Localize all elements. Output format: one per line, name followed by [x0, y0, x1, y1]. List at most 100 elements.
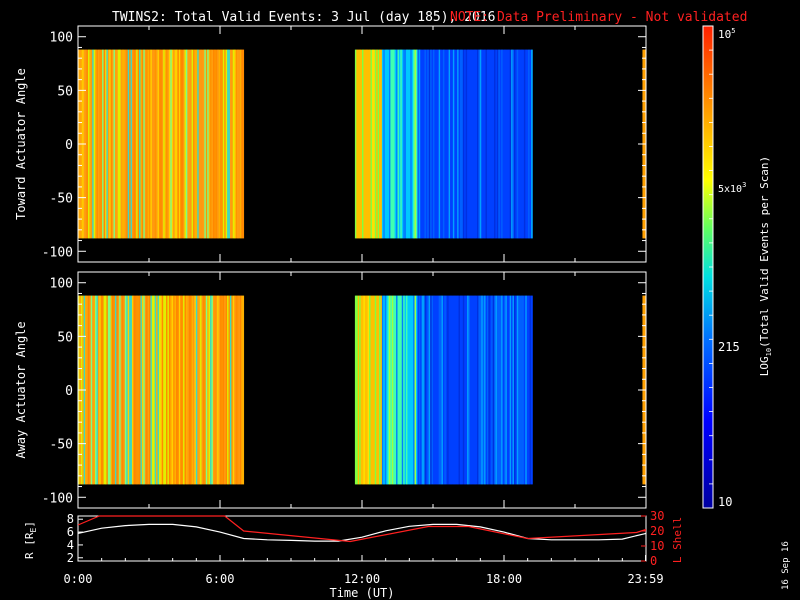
heatmap-column	[144, 295, 147, 485]
heatmap-column	[509, 49, 512, 239]
heatmap-column	[525, 49, 528, 239]
heatmap-column	[220, 295, 222, 485]
heatmap-column	[406, 295, 408, 485]
heatmap-column	[175, 295, 178, 485]
heatmap-column	[367, 49, 370, 239]
heatmap-column	[513, 49, 516, 239]
lshell-tick-label: 30	[650, 509, 664, 523]
heatmap-column	[474, 49, 476, 239]
heatmap-column	[150, 295, 153, 485]
heatmap-column	[195, 49, 198, 239]
heatmap-column	[403, 49, 405, 239]
heatmap-column	[387, 295, 390, 485]
heatmap-column	[499, 49, 502, 239]
heatmap-column	[210, 49, 212, 239]
heatmap-column	[178, 49, 181, 239]
heatmap-column	[217, 295, 219, 485]
heatmap-column	[501, 295, 503, 485]
heatmap-column	[411, 295, 414, 485]
lshell-series-line	[77, 515, 647, 543]
heatmap-column	[134, 295, 137, 485]
heatmap-column	[442, 295, 445, 485]
heatmap-column	[428, 49, 431, 239]
heatmap-column	[123, 295, 126, 485]
heatmap-column	[147, 49, 150, 239]
heatmap-column	[502, 295, 505, 485]
heatmap-column	[465, 49, 468, 239]
heatmap-column	[417, 295, 420, 485]
heatmap-column	[423, 295, 425, 485]
heatmap-column	[410, 49, 413, 239]
heatmap-column	[360, 49, 363, 239]
heatmap-column	[505, 49, 508, 239]
heatmap-column	[508, 49, 511, 239]
heatmap-column	[459, 49, 462, 239]
heatmap-column	[364, 49, 367, 239]
heatmap-column	[462, 295, 465, 485]
heatmap-column	[516, 49, 519, 239]
y-tick-label: -50	[50, 438, 73, 453]
heatmap-column	[464, 49, 467, 239]
heatmap-column	[167, 49, 170, 239]
colorbar-tick-215: 215	[718, 340, 740, 354]
heatmap-column	[397, 295, 400, 485]
heatmap-column	[129, 295, 131, 485]
heatmap-column	[420, 49, 423, 239]
heatmap-column	[448, 49, 451, 239]
heatmap-column	[158, 295, 161, 485]
heatmap-column	[525, 295, 528, 485]
heatmap-column	[505, 295, 508, 485]
heatmap-column	[425, 49, 428, 239]
heatmap-column	[174, 295, 177, 485]
heatmap-column	[467, 295, 469, 485]
lshell-tick-label: 20	[650, 524, 664, 538]
heatmap-column	[237, 49, 239, 239]
heatmap-column	[512, 295, 515, 485]
heatmap-column	[371, 295, 374, 485]
heatmap-column	[424, 295, 427, 485]
heatmap-column	[528, 295, 530, 485]
heatmap-column	[191, 295, 194, 485]
heatmap-column	[157, 49, 160, 239]
r-tick-label: 8	[67, 512, 74, 526]
heatmap-column	[406, 49, 408, 239]
heatmap-column	[109, 49, 112, 239]
heatmap-column	[215, 295, 218, 485]
heatmap-column	[103, 49, 106, 239]
heatmap-column	[89, 295, 92, 485]
heatmap-column	[120, 49, 123, 239]
heatmap-column	[87, 49, 90, 239]
heatmap-column	[85, 295, 87, 485]
heatmap-column	[435, 295, 438, 485]
heatmap-column	[461, 295, 464, 485]
heatmap-column	[413, 295, 415, 485]
heatmap-column	[511, 49, 513, 239]
heatmap-column	[214, 295, 217, 485]
heatmap-column	[442, 49, 445, 239]
heatmap-column	[103, 295, 106, 485]
time-tick-label: 12:00	[344, 572, 380, 586]
heatmap-column	[384, 49, 387, 239]
heatmap-column	[238, 295, 241, 485]
heatmap-column	[516, 295, 519, 485]
heatmap-column	[404, 295, 407, 485]
heatmap-column	[501, 49, 503, 239]
heatmap-column	[455, 295, 458, 485]
heatmap-column	[190, 295, 192, 485]
heatmap-column	[126, 49, 129, 239]
heatmap-column	[114, 295, 117, 485]
heatmap-column	[202, 295, 205, 485]
time-axis: 0:00 6:00 12:00 18:00 23:59	[64, 555, 664, 586]
heatmap-column	[383, 295, 386, 485]
heatmap-column	[494, 49, 496, 239]
heatmap-column	[370, 49, 373, 239]
r-tick-label: 2	[67, 551, 74, 565]
heatmap-column	[492, 295, 495, 485]
heatmap-column	[238, 49, 241, 239]
heatmap-column	[370, 295, 373, 485]
heatmap-column	[415, 49, 418, 239]
heatmap-column	[99, 295, 102, 485]
heatmap-column	[504, 295, 506, 485]
heatmap-column	[401, 295, 404, 485]
heatmap-column	[384, 295, 387, 485]
